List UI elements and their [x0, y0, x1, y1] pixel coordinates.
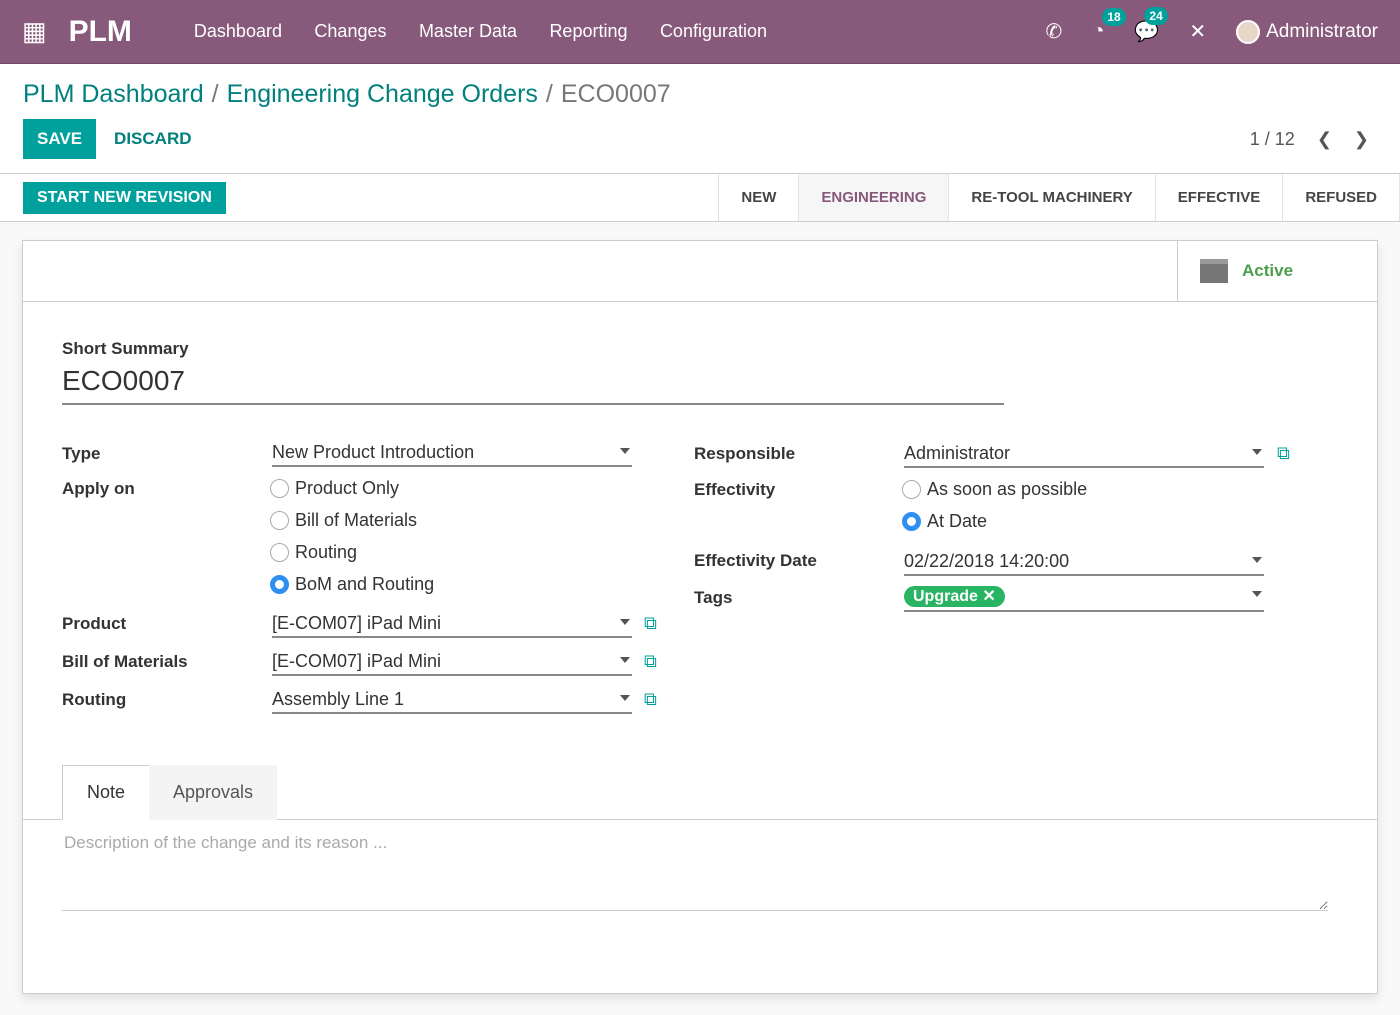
radio-routing[interactable]: Routing [270, 542, 357, 563]
chevron-down-icon [620, 695, 630, 706]
routing-value: Assembly Line 1 [272, 689, 405, 709]
stage-new[interactable]: NEW [719, 174, 800, 221]
main-menu: Dashboard Changes Master Data Reporting … [194, 21, 795, 42]
external-link-icon[interactable]: ⧉ [644, 689, 657, 709]
external-link-icon[interactable]: ⧉ [1277, 443, 1290, 463]
top-navbar: ▦ PLM Dashboard Changes Master Data Repo… [0, 0, 1400, 64]
tab-approvals[interactable]: Approvals [149, 765, 278, 820]
bom-value: [E-COM07] iPad Mini [272, 651, 442, 671]
product-label: Product [62, 614, 127, 633]
messages-badge: 24 [1144, 7, 1168, 25]
apps-grid-icon[interactable]: ▦ [22, 16, 47, 46]
start-new-revision-button[interactable]: START NEW REVISION [23, 181, 226, 214]
menu-configuration[interactable]: Configuration [659, 21, 768, 41]
chevron-down-icon [620, 619, 630, 630]
active-toggle-button[interactable]: Active [1177, 241, 1377, 301]
chevron-down-icon [620, 657, 630, 668]
stage-engineering[interactable]: ENGINEERING [799, 174, 950, 221]
messages-icon[interactable]: 💬 24 [1134, 7, 1168, 44]
radio-at-date[interactable]: At Date [902, 511, 987, 532]
menu-changes[interactable]: Changes [314, 21, 387, 41]
tags-label: Tags [694, 588, 733, 607]
product-value: [E-COM07] iPad Mini [272, 613, 442, 633]
pager-value: 1 / 12 [1249, 128, 1295, 149]
remove-tag-icon[interactable]: ✕ [982, 588, 996, 605]
radio-bill-of-materials[interactable]: Bill of Materials [270, 510, 417, 531]
activities-badge: 18 [1102, 8, 1126, 26]
activities-icon[interactable]: ◔ 18 [1092, 8, 1126, 43]
phone-icon[interactable]: ✆ [1045, 21, 1063, 43]
effectivity-date-field[interactable]: 02/22/2018 14:20:00 [904, 551, 1264, 576]
breadcrumb-current: ECO0007 [560, 80, 671, 108]
note-textarea[interactable] [62, 831, 1328, 911]
notebook-tabs: Note Approvals [23, 765, 1377, 820]
chevron-down-icon [1252, 591, 1262, 602]
short-summary-field[interactable]: ECO0007 [62, 365, 1004, 405]
effectivity-date-label: Effectivity Date [694, 551, 817, 570]
type-field[interactable]: New Product Introduction [272, 442, 632, 467]
stage-effective[interactable]: EFFECTIVE [1156, 174, 1284, 221]
chevron-down-icon [1252, 449, 1262, 460]
responsible-value: Administrator [904, 443, 1011, 463]
chevron-down-icon [620, 448, 630, 459]
breadcrumb-plm-dashboard[interactable]: PLM Dashboard [23, 80, 204, 108]
app-brand: PLM [68, 14, 132, 48]
radio-as-soon-as-possible[interactable]: As soon as possible [902, 479, 1087, 500]
tools-icon[interactable]: ✕ [1189, 21, 1207, 43]
external-link-icon[interactable]: ⧉ [644, 613, 657, 633]
stage-re-tool-machinery[interactable]: RE-TOOL MACHINERY [949, 174, 1156, 221]
breadcrumb: PLM Dashboard / Engineering Change Orders /… [23, 80, 671, 108]
radio-product-only[interactable]: Product Only [270, 478, 399, 499]
menu-dashboard[interactable]: Dashboard [193, 21, 282, 41]
archive-icon [1200, 259, 1228, 283]
effectivity-date-value: 02/22/2018 14:20:00 [904, 551, 1070, 571]
external-link-icon[interactable]: ⧉ [644, 651, 657, 671]
user-name: Administrator [1266, 20, 1378, 42]
bom-field[interactable]: [E-COM07] iPad Mini [272, 651, 632, 676]
control-panel: PLM Dashboard / Engineering Change Orders /… [0, 64, 1400, 174]
bom-label: Bill of Materials [62, 652, 188, 671]
type-label: Type [62, 444, 101, 463]
short-summary-label: Short Summary [62, 339, 189, 358]
user-menu[interactable]: Administrator [1236, 19, 1378, 44]
responsible-label: Responsible [694, 444, 796, 463]
apply-on-label: Apply on [62, 479, 135, 498]
save-button[interactable]: SAVE [23, 119, 97, 159]
pager-next-icon[interactable]: ❯ [1353, 128, 1369, 149]
responsible-field[interactable]: Administrator [904, 443, 1264, 468]
status-bar: START NEW REVISION NEW ENGINEERING RE-TO… [0, 174, 1400, 222]
pager-previous-icon[interactable]: ❮ [1316, 128, 1332, 149]
tag-upgrade: Upgrade ✕ [904, 586, 1005, 607]
tags-field[interactable]: Upgrade ✕ [904, 585, 1264, 612]
type-value: New Product Introduction [272, 442, 475, 462]
stage-selector: NEW ENGINEERING RE-TOOL MACHINERY EFFECT… [718, 174, 1400, 221]
routing-label: Routing [62, 690, 127, 709]
active-label: Active [1242, 261, 1294, 280]
breadcrumb-eco[interactable]: Engineering Change Orders [226, 80, 538, 108]
tab-note[interactable]: Note [62, 765, 151, 820]
chevron-down-icon [1252, 557, 1262, 568]
button-box: Active [23, 241, 1377, 302]
avatar [1236, 19, 1261, 44]
menu-master-data[interactable]: Master Data [418, 21, 517, 41]
effectivity-label: Effectivity [694, 480, 776, 499]
form-sheet: Active Short Summary ECO0007 Type New Pr… [22, 240, 1378, 994]
routing-field[interactable]: Assembly Line 1 [272, 689, 632, 714]
discard-button[interactable]: DISCARD [114, 129, 192, 148]
product-field[interactable]: [E-COM07] iPad Mini [272, 613, 632, 638]
menu-reporting[interactable]: Reporting [549, 21, 628, 41]
stage-refused[interactable]: REFUSED [1283, 174, 1400, 221]
radio-bom-and-routing[interactable]: BoM and Routing [270, 574, 434, 595]
